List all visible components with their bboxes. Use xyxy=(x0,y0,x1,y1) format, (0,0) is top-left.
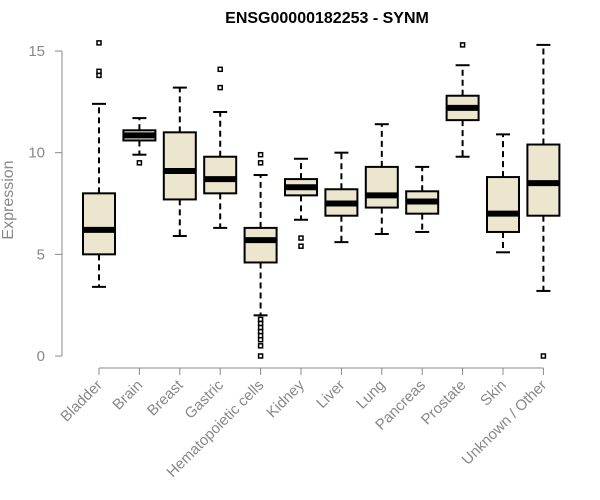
iqr-box xyxy=(82,192,116,256)
box-brain xyxy=(122,117,157,166)
box-bladder xyxy=(82,40,116,288)
outlier-point xyxy=(217,84,223,91)
x-tick-label: Breast xyxy=(144,376,187,419)
outlier-point xyxy=(257,160,264,166)
y-axis-label: Expression xyxy=(0,160,17,239)
y-tick-label: 15 xyxy=(28,43,45,60)
box-pancreas xyxy=(405,165,440,233)
outlier-point xyxy=(96,40,102,46)
outlier-point xyxy=(257,353,264,359)
outlier-point xyxy=(298,235,304,241)
box-group xyxy=(82,40,561,359)
box-breast xyxy=(162,86,197,238)
x-tick-label: Bladder xyxy=(57,377,106,426)
box-kidney xyxy=(284,157,318,249)
x-tick-label: Skin xyxy=(477,377,510,410)
outlier-point xyxy=(298,243,304,249)
box-liver xyxy=(324,151,359,244)
x-tick-label: Lung xyxy=(353,377,389,413)
box-prostate xyxy=(445,42,480,158)
outlier-point xyxy=(96,68,102,75)
y-tick-label: 10 xyxy=(28,145,45,162)
chart-title: ENSG00000182253 - SYNM xyxy=(225,10,429,27)
iqr-box xyxy=(203,155,238,195)
y-tick-label: 5 xyxy=(37,246,45,263)
box-skin xyxy=(486,133,520,254)
x-tick-label: Prostate xyxy=(418,377,470,429)
y-axis: 0 5 10 15 xyxy=(28,43,63,365)
outlier-point xyxy=(257,343,264,349)
iqr-box xyxy=(364,165,399,209)
box-lung xyxy=(364,123,399,235)
y-tick-label: 0 xyxy=(37,348,45,365)
box-gastric xyxy=(203,66,238,229)
outlier-point xyxy=(540,353,547,359)
iqr-box xyxy=(243,226,278,264)
x-tick-label: Brain xyxy=(109,377,146,414)
outlier-point xyxy=(136,160,143,166)
iqr-box xyxy=(486,176,520,233)
iqr-box xyxy=(526,143,561,217)
x-tick-label: Kidney xyxy=(263,376,308,421)
box-hematopoietic-cells xyxy=(243,151,278,359)
iqr-box xyxy=(162,131,197,201)
outlier-point xyxy=(217,66,223,73)
outlier-point xyxy=(257,336,264,343)
outlier-point xyxy=(257,151,264,158)
x-tick-label: Liver xyxy=(313,377,348,412)
outlier-point xyxy=(459,42,466,48)
box-unknown-other xyxy=(526,43,561,359)
